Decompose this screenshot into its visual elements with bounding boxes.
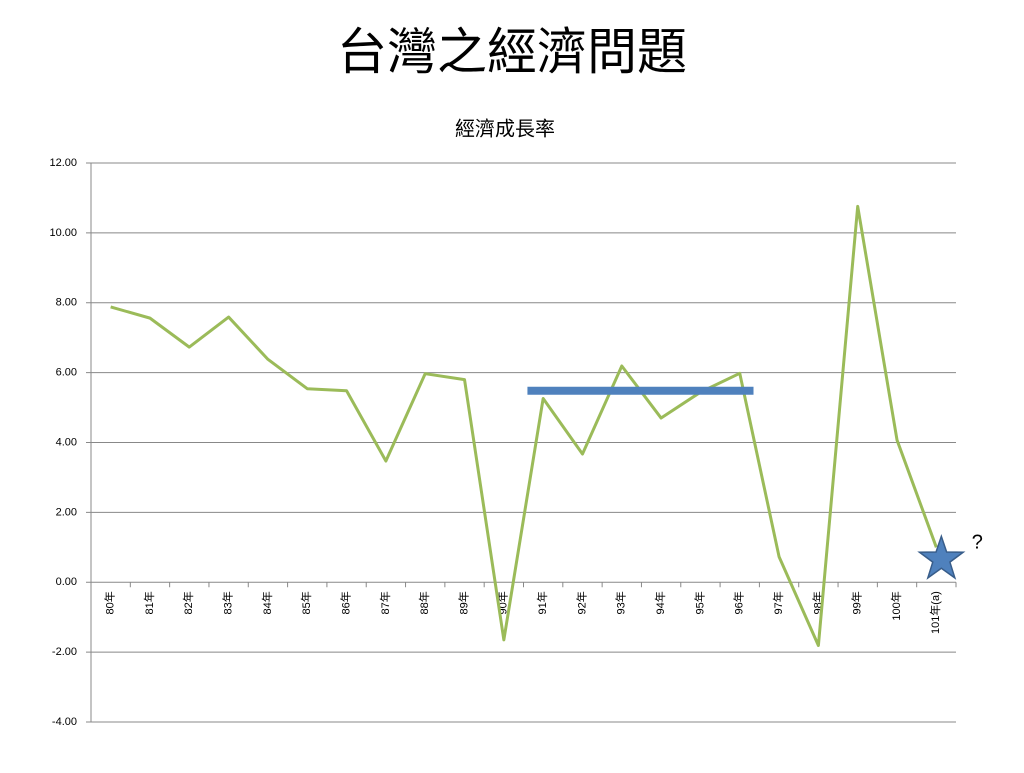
y-tick-label: 8.00: [56, 297, 77, 309]
annotation: ?: [972, 532, 983, 554]
y-tick-label: -2.00: [52, 646, 77, 658]
y-tick-label: -4.00: [52, 716, 77, 728]
chart-title: 經濟成長率: [455, 117, 555, 140]
x-tick-label: 87年: [378, 591, 392, 614]
x-tick-label: 101年(a): [928, 591, 942, 634]
x-tick-label: 81年: [142, 591, 156, 614]
x-tick-label: 100年: [889, 591, 903, 620]
x-tick-label: 94年: [653, 591, 667, 614]
y-tick-label: 12.00: [49, 157, 77, 169]
x-tick-label: 89年: [456, 591, 470, 614]
x-tick-label: 88年: [417, 591, 431, 614]
y-tick-label: 10.00: [49, 227, 77, 239]
x-tick-label: 82年: [181, 591, 195, 614]
x-tick-label: 83年: [221, 591, 235, 614]
x-tick-label: 93年: [614, 591, 628, 614]
star-marker: [917, 533, 966, 580]
x-tick-label: 95年: [692, 591, 706, 614]
y-tick-label: 4.00: [56, 436, 77, 448]
x-tick-label: 80年: [103, 591, 117, 614]
x-tick-label: 85年: [299, 591, 313, 614]
x-tick-label: 96年: [732, 591, 746, 614]
x-tick-label: 99年: [850, 591, 864, 614]
y-tick-label: 0.00: [56, 576, 77, 588]
x-tick-label: 84年: [260, 591, 274, 614]
x-tick-label: 97年: [771, 591, 785, 614]
x-tick-label: 86年: [338, 591, 352, 614]
y-tick-label: 2.00: [56, 506, 77, 518]
x-tick-label: 91年: [535, 591, 549, 614]
page-title: 台灣之經濟問題: [337, 23, 687, 81]
y-tick-label: 6.00: [56, 367, 77, 379]
x-tick-label: 92年: [574, 591, 588, 614]
data-line: [110, 204, 938, 647]
